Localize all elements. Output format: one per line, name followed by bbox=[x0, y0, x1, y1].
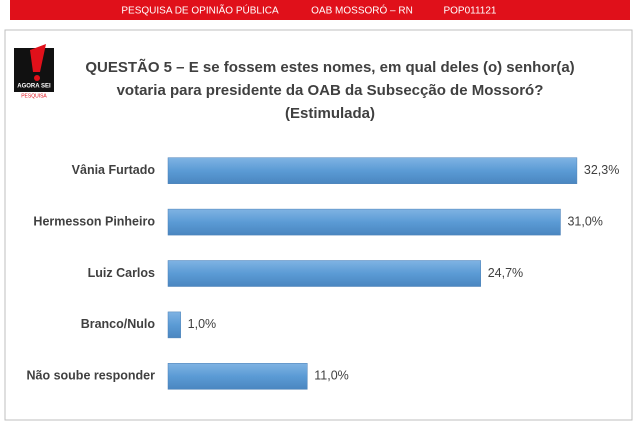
header-bar bbox=[10, 0, 630, 20]
category-label: Branco/Nulo bbox=[81, 317, 156, 331]
bar bbox=[167, 363, 308, 390]
chart-title: votaria para presidente da OAB da Subsec… bbox=[117, 82, 544, 99]
header-item: PESQUISA DE OPINIÃO PÚBLICA bbox=[121, 4, 279, 17]
category-label: Hermesson Pinheiro bbox=[33, 214, 155, 228]
data-label: 32,3% bbox=[584, 163, 619, 177]
chart-title: (Estimulada) bbox=[285, 105, 375, 122]
category-label: Vânia Furtado bbox=[72, 163, 156, 177]
logo: AGORA SEI PESQUISA bbox=[14, 44, 54, 99]
header-item: POP011121 bbox=[443, 6, 496, 17]
data-label: 24,7% bbox=[488, 266, 523, 280]
bar bbox=[167, 157, 578, 184]
data-label: 1,0% bbox=[188, 317, 217, 331]
bar bbox=[167, 260, 481, 287]
header-item: OAB MOSSORÓ – RN bbox=[311, 4, 413, 17]
category-label: Não soube responder bbox=[27, 369, 156, 383]
bar bbox=[167, 208, 561, 236]
logo-tagline: PESQUISA bbox=[21, 93, 47, 99]
logo-name: AGORA SEI bbox=[17, 84, 51, 90]
bar bbox=[167, 311, 181, 339]
data-label: 11,0% bbox=[314, 369, 349, 383]
category-label: Luiz Carlos bbox=[88, 266, 155, 280]
data-label: 31,0% bbox=[567, 214, 602, 228]
chart-title: QUESTÃO 5 – E se fossem estes nomes, em … bbox=[85, 58, 574, 76]
chart-border bbox=[4, 29, 633, 421]
